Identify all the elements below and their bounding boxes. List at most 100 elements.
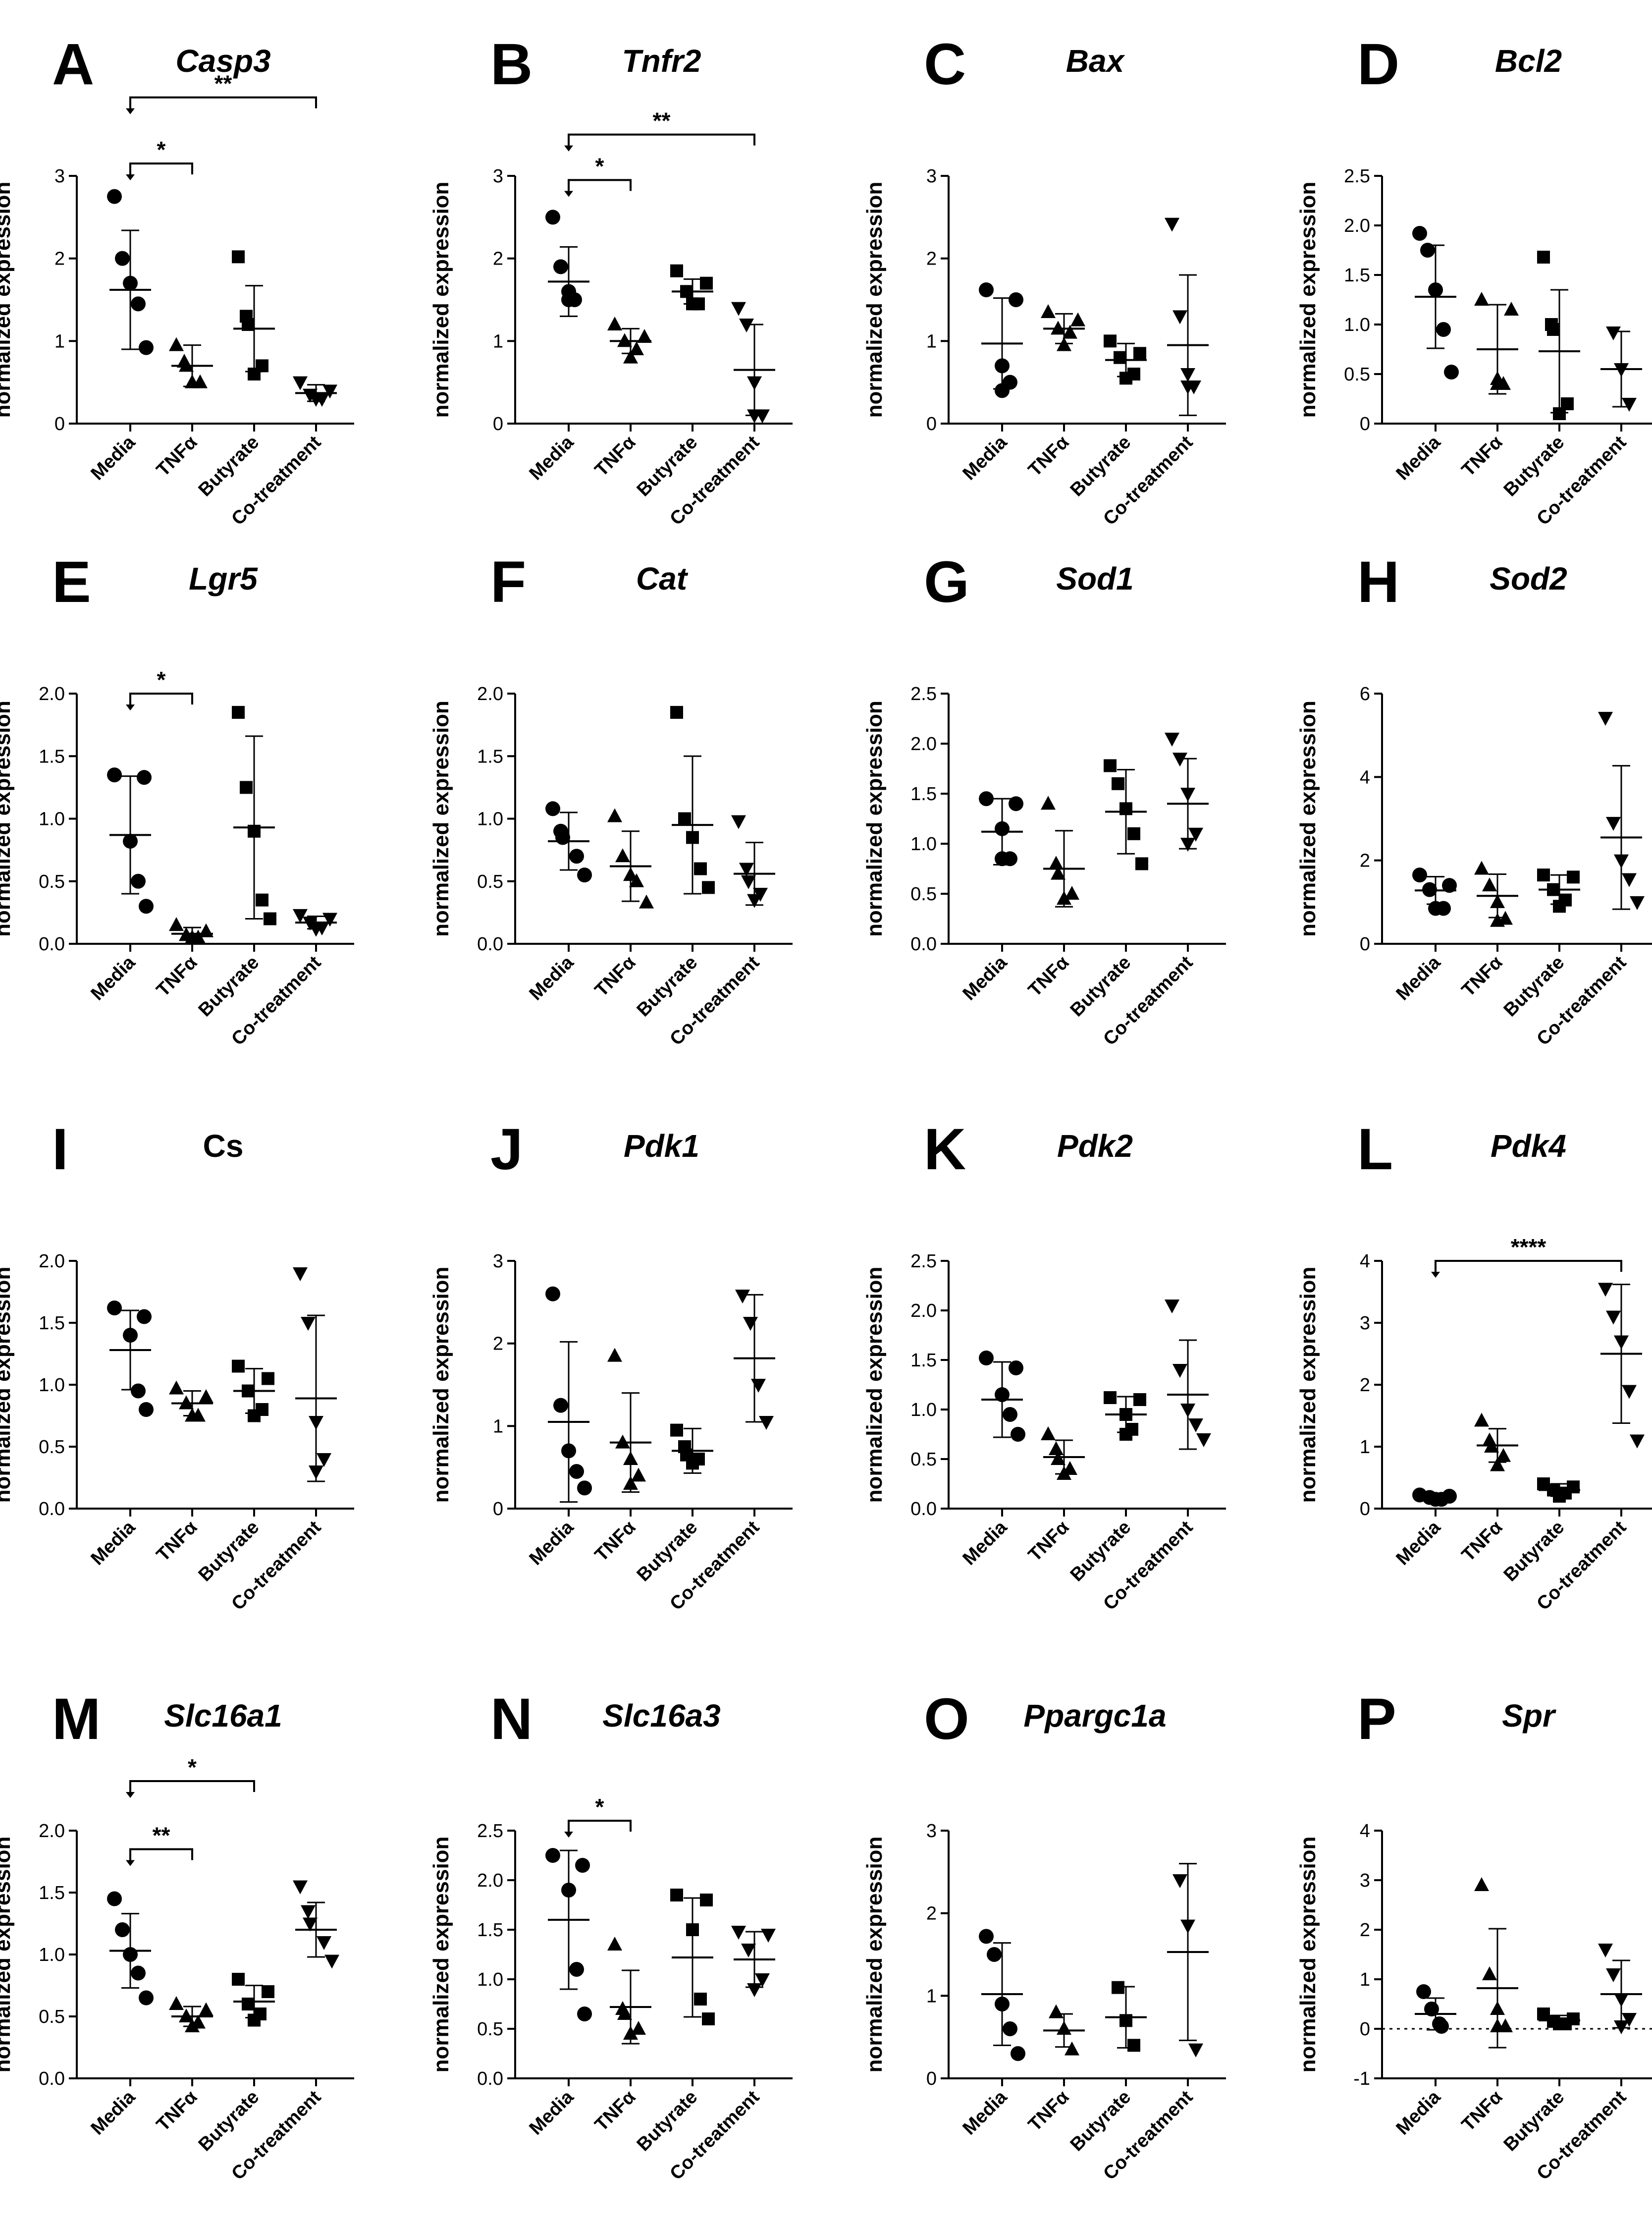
data-point: [995, 1387, 1010, 1402]
data-point: [702, 2012, 715, 2025]
significance-label: **: [153, 1823, 170, 1848]
panel-letter: K: [924, 1117, 966, 1182]
data-point: [670, 1889, 683, 1901]
y-tick-label: 0.0: [910, 934, 937, 955]
data-point: [759, 1416, 774, 1430]
data-point: [322, 913, 337, 927]
y-tick-label: 1.0: [910, 834, 937, 855]
chart-title: Ppargc1a: [1023, 1698, 1166, 1734]
y-axis-label: normalized expression: [862, 1837, 887, 2073]
x-tick-label: TNFα: [153, 952, 201, 1001]
chart-title: Cat: [636, 561, 689, 597]
data-point: [185, 1408, 200, 1422]
data-point: [1051, 321, 1066, 335]
data-point: [1172, 753, 1187, 767]
y-tick-label: 2.5: [910, 1251, 937, 1272]
x-tick-label: Media: [959, 432, 1012, 484]
y-tick-label: 0.0: [910, 1499, 937, 1520]
bracket-arrow: [126, 1792, 135, 1798]
x-tick-label: TNFα: [1024, 952, 1073, 1001]
data-point: [987, 1947, 1002, 1962]
data-point: [637, 329, 652, 343]
data-point: [169, 1380, 184, 1395]
data-point: [607, 1937, 622, 1951]
data-point: [1606, 1310, 1621, 1325]
y-axis-label: normalized expression: [1296, 701, 1320, 937]
data-point: [1180, 380, 1195, 394]
data-point: [1598, 1283, 1613, 1297]
data-point: [1614, 2020, 1629, 2034]
data-point: [686, 1923, 699, 1936]
x-tick-label: TNFα: [591, 1517, 639, 1566]
x-tick-label: Media: [526, 1517, 578, 1569]
y-tick-label: 2.0: [39, 684, 65, 705]
data-point: [1057, 2021, 1071, 2035]
data-point: [262, 1985, 274, 1998]
data-point: [979, 1351, 994, 1365]
data-point: [1188, 2043, 1203, 2058]
data-point: [1434, 2019, 1449, 2034]
data-point: [309, 393, 323, 407]
data-point: [700, 276, 713, 290]
x-tick-label: TNFα: [1458, 1517, 1506, 1566]
significance-bracket: [129, 693, 193, 705]
data-point: [1490, 894, 1505, 908]
data-point: [995, 1997, 1010, 2011]
panel-l: L Pdk4 normalized expression 0 1 2 3 4 Media TNFα…: [1296, 1117, 1652, 1615]
data-point: [1180, 838, 1195, 852]
y-tick-label: 0: [493, 414, 503, 434]
data-point: [1553, 2017, 1566, 2030]
data-point: [1484, 1439, 1499, 1453]
data-point: [301, 1317, 316, 1331]
panel-letter: H: [1357, 549, 1399, 615]
data-point: [553, 259, 568, 274]
panel-letter: M: [52, 1686, 101, 1752]
y-tick-label: 1: [1360, 1437, 1370, 1458]
data-point: [1630, 1434, 1645, 1449]
x-tick-label: Media: [959, 1517, 1012, 1569]
x-tick-label: Media: [959, 952, 1012, 1004]
y-tick-label: 2.0: [477, 1870, 503, 1891]
data-point: [545, 1848, 560, 1863]
y-axis-label: normalized expression: [0, 1837, 15, 2073]
data-point: [107, 1891, 122, 1906]
data-point: [747, 1983, 762, 1997]
data-point: [248, 1409, 261, 1422]
y-tick-label: 0.5: [910, 884, 937, 905]
y-tick-label: 0.5: [39, 871, 65, 892]
data-point: [107, 189, 122, 204]
panel-o: O Ppargc1a normalized expression 0 1 2 3 Media T…: [862, 1686, 1226, 2184]
data-point: [123, 833, 138, 849]
data-point: [1104, 759, 1117, 772]
y-tick-label: 1.0: [910, 1400, 937, 1420]
data-point: [303, 388, 318, 403]
data-point: [1165, 217, 1179, 232]
panel-b: B Tnfr2 normalized expression 0 1 2 3 Media TNFα…: [429, 32, 793, 530]
significance-bracket: [129, 163, 193, 174]
panel-p: P Spr normalized expression -1 0 1 2 3 4 Media TNF…: [1296, 1686, 1652, 2184]
panel-letter: D: [1357, 32, 1399, 97]
x-tick-label: TNFα: [1024, 432, 1073, 481]
data-point: [577, 1480, 592, 1496]
data-point: [1041, 304, 1056, 318]
data-point: [1011, 1427, 1025, 1442]
data-point: [629, 873, 644, 887]
data-point: [1436, 322, 1451, 337]
y-tick-label: 0: [493, 1499, 503, 1520]
panel-letter: L: [1357, 1117, 1393, 1182]
data-point: [545, 801, 560, 816]
significance-label: **: [653, 108, 671, 134]
x-tick-label: TNFα: [591, 432, 639, 481]
significance-label: *: [595, 153, 604, 179]
y-tick-label: 2.0: [910, 1301, 937, 1321]
data-point: [293, 909, 308, 923]
data-point: [979, 1929, 994, 1944]
data-point: [1622, 398, 1637, 412]
data-point: [686, 831, 699, 844]
y-tick-label: 4: [1360, 767, 1370, 788]
data-point: [248, 2013, 261, 2027]
data-point: [1119, 2014, 1132, 2027]
data-point: [169, 917, 184, 931]
panel-letter: J: [490, 1117, 523, 1182]
